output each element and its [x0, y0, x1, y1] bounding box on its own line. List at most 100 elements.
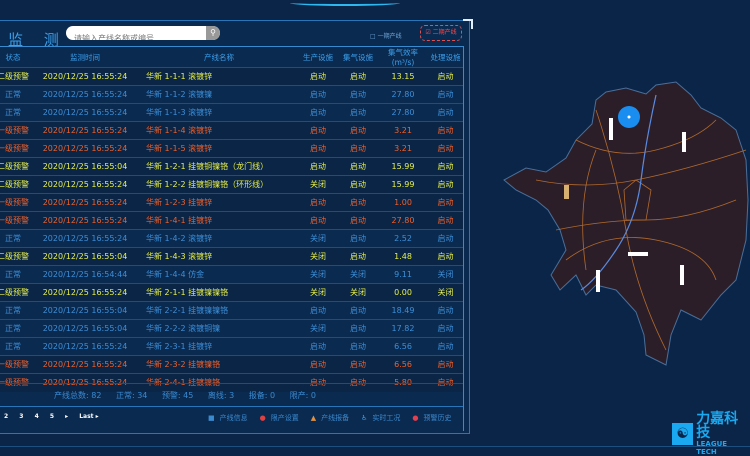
column-header: 监测时间: [70, 52, 100, 62]
table-row[interactable]: 正常 2020/12/25 16:55:24 华新 2-3-1 挂镀锌 启动 启动 6.5…: [0, 337, 463, 356]
worker-icon: ♿: [361, 414, 368, 422]
time-cell: 2020/12/25 16:55:24: [30, 355, 140, 374]
offline-count: 离线: 3: [207, 391, 235, 400]
gas-collect-cell: 启动: [338, 247, 378, 266]
efficiency-cell: 0.00: [378, 283, 428, 302]
legend-item[interactable]: ▲ 产线报备: [311, 414, 349, 422]
line-name-cell: 华新 1-4-3 滚镀锌: [140, 247, 298, 266]
efficiency-cell: 27.80: [378, 211, 428, 230]
gas-collect-cell: 启动: [338, 211, 378, 230]
legend-label: 产线报备: [321, 414, 350, 422]
gas-collect-cell: 启动: [338, 157, 378, 176]
line-name-cell: 华新 1-4-2 滚镀锌: [140, 229, 298, 248]
treatment-cell: 启动: [428, 121, 463, 140]
status-cell: 正常: [0, 319, 30, 338]
treatment-cell: 关闭: [428, 283, 463, 302]
page-2[interactable]: 2: [4, 413, 9, 420]
status-cell: 正常: [0, 229, 30, 248]
status-cell: 一级预警: [0, 121, 30, 140]
map-marker: [564, 185, 569, 199]
efficiency-cell: 18.49: [378, 301, 428, 320]
production-cell: 启动: [298, 301, 338, 320]
legend-item[interactable]: ● 预警历史: [412, 414, 451, 422]
page-5[interactable]: 5: [49, 413, 55, 420]
normal-count: 正常: 34: [115, 391, 148, 400]
table-row[interactable]: 正常 2020/12/25 16:55:04 华新 2-2-1 挂镀镍镍铬 启动 启动 1…: [0, 301, 463, 320]
divider: [0, 46, 463, 47]
search-box: ⚲: [66, 26, 220, 40]
production-cell: 关闭: [298, 229, 338, 248]
table-row[interactable]: 二级预警 2020/12/25 16:55:24 华新 1-2-2 挂镀铜镍铬（环形…: [0, 175, 463, 194]
line-name-cell: 华新 2-3-1 挂镀锌: [140, 337, 298, 356]
efficiency-cell: 5.80: [378, 373, 428, 392]
table-row[interactable]: 一级预警 2020/12/25 16:55:24 华新 1-1-5 滚镀锌 启动 启动 3…: [0, 139, 463, 158]
gas-collect-cell: 启动: [338, 319, 378, 338]
time-cell: 2020/12/25 16:55:24: [30, 229, 140, 248]
gas-collect-cell: 启动: [338, 373, 378, 392]
filter-phase2-checkbox[interactable]: ☑ 二期产线: [420, 25, 462, 41]
production-cell: 启动: [298, 373, 338, 392]
gas-collect-cell: 启动: [338, 229, 378, 248]
table-row[interactable]: 一级预警 2020/12/25 16:55:24 华新 2-4-1 挂镀镍铬 启动 启动…: [0, 373, 463, 392]
table-row[interactable]: 正常 2020/12/25 16:55:24 华新 1-4-2 滚镀锌 关闭 启动 2.5…: [0, 229, 463, 248]
production-cell: 启动: [298, 67, 338, 86]
page-3[interactable]: 3: [19, 413, 24, 420]
production-cell: 启动: [298, 355, 338, 374]
roads: [535, 109, 747, 351]
legend: ■ 产线信息 ● 限产设置 ▲ 产线报备 ♿ 实时工况 ● 预警历史: [196, 413, 452, 423]
column-header: 产线名称: [204, 52, 234, 62]
legend-item[interactable]: ♿ 实时工况: [361, 414, 400, 422]
table-row[interactable]: 二级预警 2020/12/25 16:55:24 华新 2-1-1 挂镀镍镍铬 关闭关…: [0, 283, 463, 302]
table-row[interactable]: 一级预警 2020/12/25 16:55:24 华新 2-3-2 挂镀镍铬 启动 启动…: [0, 355, 463, 374]
table-row[interactable]: 二级预警 2020/12/25 16:55:24 华新 1-1-1 滚镀锌 启动 启动 1…: [0, 67, 463, 86]
table-row[interactable]: 一级预警 2020/12/25 16:55:24 华新 1-4-1 挂镀锌 启动 启动 2…: [0, 211, 463, 230]
region-map: [503, 81, 749, 366]
table-row[interactable]: 正常 2020/12/25 16:55:24 华新 1-1-3 滚镀锌 启动 启动 27.…: [0, 103, 463, 122]
warning-triangle-icon: ▲: [310, 414, 317, 422]
status-cell: 一级预警: [0, 139, 30, 158]
treatment-cell: 启动: [428, 373, 463, 392]
last-page-button[interactable]: Last ▸: [79, 413, 99, 420]
treatment-cell: 启动: [428, 103, 463, 122]
table-row[interactable]: 二级预警 2020/12/25 16:55:04 华新 1-4-3 滚镀锌 关闭 启动 1…: [0, 247, 463, 266]
line-name-cell: 华新 1-1-3 滚镀锌: [140, 103, 298, 122]
efficiency-cell: 27.80: [378, 85, 428, 104]
time-cell: 2020/12/25 16:55:24: [30, 103, 140, 122]
table-row[interactable]: 一级预警 2020/12/25 16:55:24 华新 1-1-4 滚镀锌 启动 启动 3…: [0, 121, 463, 140]
status-cell: 一级预警: [0, 355, 30, 374]
map-region: [503, 81, 749, 366]
table-row[interactable]: 正常 2020/12/25 16:54:44 华新 1-4-4 仿金 关闭 关闭 9.11…: [0, 265, 463, 284]
status-cell: 二级预警: [0, 157, 30, 176]
efficiency-cell: 27.80: [378, 103, 428, 122]
production-cell: 关闭: [298, 247, 338, 266]
table-row[interactable]: 一级预警 2020/12/25 16:55:24 华新 1-2-3 挂镀锌 启动 启动 1…: [0, 193, 463, 212]
efficiency-cell: 9.11: [378, 265, 428, 284]
table-row[interactable]: 正常 2020/12/25 16:55:24 华新 1-1-2 滚镀镍 启动 启动 27.…: [0, 85, 463, 104]
time-cell: 2020/12/25 16:55:24: [30, 373, 140, 392]
table-row[interactable]: 正常 2020/12/25 16:55:04 华新 2-2-2 滚镀铜镍 关闭 启动 17…: [0, 319, 463, 338]
table-row[interactable]: 二级预警 2020/12/25 16:55:04 华新 1-2-1 挂镀铜镍铬（龙门…: [0, 157, 463, 176]
column-header: 生产设施: [303, 52, 333, 62]
production-cell: 关闭: [298, 265, 338, 284]
column-header: 集气效率(m³/s): [388, 48, 418, 67]
filter-phase1-checkbox[interactable]: □ 一期产线: [370, 33, 402, 40]
status-cell: 二级预警: [0, 283, 30, 302]
production-cell: 关闭: [298, 283, 338, 302]
legend-item[interactable]: ● 限产设置: [260, 414, 299, 422]
production-cell: 启动: [298, 121, 338, 140]
efficiency-cell: 15.99: [378, 175, 428, 194]
treatment-cell: 启动: [428, 355, 463, 374]
search-input[interactable]: [66, 31, 202, 40]
status-cell: 一级预警: [0, 193, 30, 212]
treatment-cell: 启动: [428, 319, 463, 338]
page-4[interactable]: 4: [34, 413, 39, 420]
search-icon[interactable]: ⚲: [206, 26, 220, 40]
status-cell: 正常: [0, 103, 30, 122]
legend-item[interactable]: ■ 产线信息: [208, 414, 248, 422]
next-page-button[interactable]: ▸: [65, 413, 69, 420]
efficiency-cell: 1.48: [378, 247, 428, 266]
column-header: 状态: [5, 52, 21, 62]
treatment-cell: 启动: [428, 193, 463, 212]
info-icon: ■: [208, 414, 215, 422]
production-cell: 启动: [298, 337, 338, 356]
